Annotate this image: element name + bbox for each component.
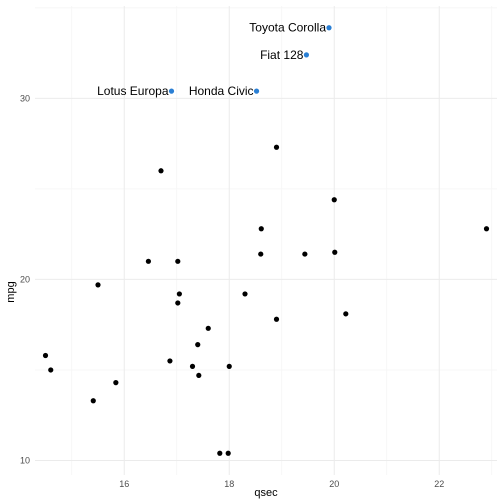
point-label: Lotus Europa	[97, 84, 169, 98]
data-point	[145, 258, 151, 264]
data-point	[258, 226, 264, 232]
x-tick-label: 18	[224, 479, 234, 489]
x-tick-label: 20	[329, 479, 339, 489]
data-point	[196, 372, 202, 379]
grid	[35, 6, 497, 475]
highlighted-point	[168, 88, 175, 94]
point-label: Toyota Corolla	[249, 21, 326, 35]
data-point	[195, 342, 201, 348]
y-axis-title: mpg	[5, 281, 17, 302]
point-label: Honda Civic	[189, 84, 254, 98]
x-tick-labels: 16 18 20 22	[119, 479, 444, 489]
data-point	[176, 291, 182, 297]
data-point	[175, 258, 181, 264]
data-point	[258, 251, 264, 257]
data-point	[332, 249, 338, 255]
data-point	[242, 291, 248, 297]
data-point	[95, 282, 101, 288]
data-point	[225, 450, 231, 456]
data-point	[217, 450, 223, 456]
data-point	[48, 367, 54, 373]
y-tick-label: 30	[20, 93, 30, 103]
data-point	[343, 311, 349, 317]
y-tick-labels: 10 20 30	[20, 93, 30, 465]
data-point	[167, 358, 173, 364]
x-tick-label: 22	[434, 479, 444, 489]
points-layer	[42, 25, 490, 456]
y-tick-label: 10	[20, 456, 30, 466]
data-point	[189, 363, 196, 369]
data-point	[331, 197, 337, 203]
data-point	[113, 380, 119, 386]
data-point	[302, 251, 308, 257]
x-axis-title: qsec	[254, 487, 278, 499]
highlighted-point	[326, 25, 332, 31]
point-labels-layer: Toyota Corolla Fiat 128 Lotus Europa Honda …	[97, 21, 326, 98]
y-tick-label: 20	[20, 274, 30, 284]
highlighted-point	[253, 88, 260, 94]
data-point	[273, 316, 280, 322]
point-label: Fiat 128	[260, 48, 304, 62]
data-point	[273, 144, 280, 150]
data-point	[158, 168, 164, 174]
highlighted-point	[303, 52, 310, 58]
x-tick-label: 16	[119, 479, 129, 489]
data-point	[175, 300, 181, 306]
data-point	[205, 325, 211, 331]
data-point	[42, 352, 49, 359]
data-point	[226, 363, 232, 369]
data-point	[90, 398, 96, 404]
data-point	[483, 226, 490, 232]
